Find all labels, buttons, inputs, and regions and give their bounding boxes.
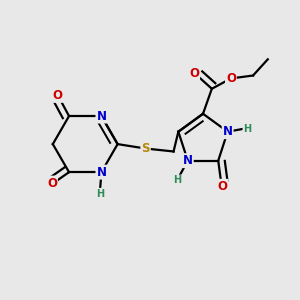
Text: O: O	[189, 67, 199, 80]
Text: N: N	[96, 166, 106, 179]
Text: O: O	[52, 89, 62, 102]
Text: O: O	[226, 72, 236, 85]
Text: O: O	[218, 180, 228, 193]
Text: H: H	[96, 189, 104, 199]
Text: N: N	[223, 125, 232, 138]
Text: S: S	[141, 142, 150, 155]
Text: N: N	[96, 110, 106, 123]
Text: N: N	[183, 154, 193, 167]
Text: O: O	[47, 177, 57, 190]
Text: H: H	[173, 176, 181, 185]
Text: H: H	[243, 124, 251, 134]
